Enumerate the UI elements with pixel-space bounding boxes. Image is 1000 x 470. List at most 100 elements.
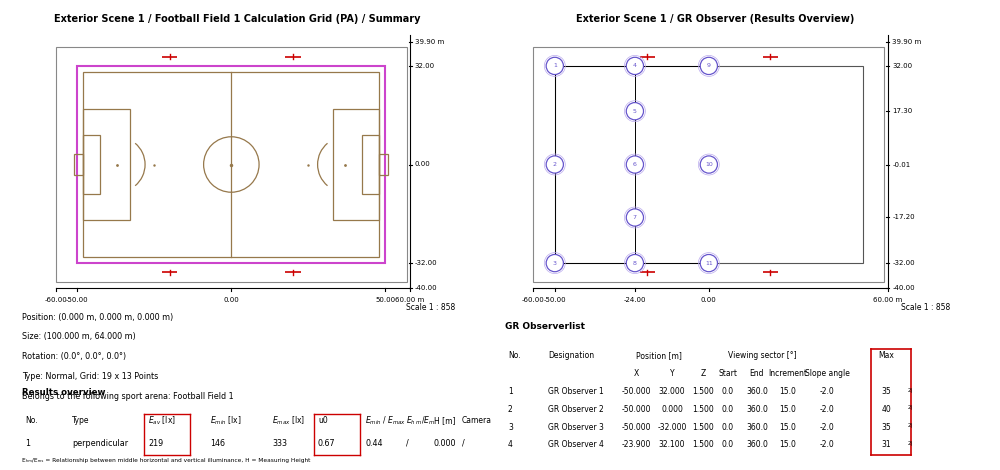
Text: -50.00: -50.00 [543,297,566,303]
Text: 32.100: 32.100 [659,440,685,449]
Text: 6: 6 [633,162,637,167]
Text: $E_{av}$ [lx]: $E_{av}$ [lx] [148,415,176,427]
Circle shape [626,209,644,226]
Text: 146: 146 [210,439,225,448]
Text: 39.90 m: 39.90 m [415,39,444,45]
Text: 2): 2) [908,405,914,410]
Circle shape [546,156,563,173]
Text: 0.000: 0.000 [434,439,456,448]
Text: 2): 2) [908,423,914,428]
Circle shape [700,156,717,173]
Text: 7: 7 [633,215,637,220]
Bar [83,135,100,194]
Text: 1: 1 [25,439,30,448]
Title: Exterior Scene 1 / GR Observer (Results Overview): Exterior Scene 1 / GR Observer (Results … [576,14,854,24]
Text: 1: 1 [508,387,513,396]
Text: 2: 2 [508,405,513,414]
Text: Start: Start [718,369,738,378]
Text: -60.00: -60.00 [522,297,545,303]
Text: No.: No. [25,416,38,425]
Bar [77,66,385,263]
Text: -2.0: -2.0 [820,387,834,396]
Circle shape [546,254,563,272]
Text: Camera: Camera [462,416,492,425]
Text: Type: Normal, Grid: 19 x 13 Points: Type: Normal, Grid: 19 x 13 Points [22,372,158,381]
Bar [362,135,379,194]
Text: GR Observerlist: GR Observerlist [505,322,585,331]
Text: 1: 1 [553,63,557,69]
Circle shape [626,156,644,173]
Text: Eₕₘ/Eₘₛ = Relationship between middle horizontal and vertical illuminance, H = M: Eₕₘ/Eₘₛ = Relationship between middle ho… [22,458,310,463]
Text: 32.00: 32.00 [892,63,912,69]
Text: 2): 2) [908,441,914,446]
Bar [83,109,130,220]
Text: perpendicular: perpendicular [72,439,128,448]
Text: 0.67: 0.67 [318,439,336,448]
Text: End: End [750,369,764,378]
Text: Slope angle: Slope angle [805,369,849,378]
Text: Position: (0.000 m, 0.000 m, 0.000 m): Position: (0.000 m, 0.000 m, 0.000 m) [22,313,173,321]
Text: GR Observer 3: GR Observer 3 [548,423,604,431]
Text: 333: 333 [272,439,287,448]
Text: Increment: Increment [768,369,808,378]
Text: Position [m]: Position [m] [636,351,682,360]
Text: 9: 9 [707,63,711,69]
Text: 0.0: 0.0 [722,405,734,414]
Text: No.: No. [508,351,521,360]
Text: -24.00: -24.00 [624,297,646,303]
Text: -2.0: -2.0 [820,405,834,414]
Text: 15.0: 15.0 [780,387,796,396]
Text: 360.0: 360.0 [746,423,768,431]
Text: /: / [462,439,465,448]
Text: -40.00: -40.00 [892,285,915,291]
Text: 11: 11 [705,260,713,266]
Text: 0.00: 0.00 [223,297,239,303]
Text: 1.500: 1.500 [692,387,714,396]
Title: Exterior Scene 1 / Football Field 1 Calculation Grid (PA) / Summary: Exterior Scene 1 / Football Field 1 Calc… [54,14,421,24]
Text: 15.0: 15.0 [780,440,796,449]
Text: 2): 2) [908,387,914,392]
Text: 15.0: 15.0 [780,405,796,414]
Text: $E_{h\ m}/E_m$: $E_{h\ m}/E_m$ [406,415,436,427]
Text: -0.01: -0.01 [892,162,910,167]
Bar [379,154,388,175]
Text: -60.00: -60.00 [44,297,67,303]
Text: Y: Y [670,369,674,378]
Text: 3: 3 [553,260,557,266]
Text: -32.00: -32.00 [415,260,437,266]
Text: X: X [633,369,639,378]
Text: H [m]: H [m] [434,416,456,425]
Text: 2: 2 [553,162,557,167]
Text: u0: u0 [318,416,328,425]
Text: 60.00 m: 60.00 m [873,297,902,303]
Circle shape [700,254,717,272]
Text: 8: 8 [633,260,637,266]
Bar [74,154,83,175]
Text: 0.0: 0.0 [722,423,734,431]
Text: 32.000: 32.000 [659,387,685,396]
Text: 1.500: 1.500 [692,423,714,431]
Text: GR Observer 2: GR Observer 2 [548,405,604,414]
Text: $E_{min}$ [lx]: $E_{min}$ [lx] [210,415,242,427]
Text: $E_{max}$ [lx]: $E_{max}$ [lx] [272,415,305,427]
Text: Rotation: (0.0°, 0.0°, 0.0°): Rotation: (0.0°, 0.0°, 0.0°) [22,352,126,361]
Text: 17.30: 17.30 [892,108,912,114]
Text: -17.20: -17.20 [892,214,915,220]
Text: -50.00: -50.00 [66,297,89,303]
Text: 10: 10 [705,162,713,167]
Text: -2.0: -2.0 [820,423,834,431]
Text: Results overview: Results overview [22,388,106,397]
Text: Max: Max [878,351,894,360]
Circle shape [626,102,644,120]
Text: Scale 1 : 858: Scale 1 : 858 [406,303,455,312]
Text: Z: Z [700,369,706,378]
Text: Belongs to the following sport arena: Football Field 1: Belongs to the following sport arena: Fo… [22,392,234,400]
Text: -32.000: -32.000 [657,423,687,431]
Text: 50.00: 50.00 [375,297,395,303]
Text: Viewing sector [°]: Viewing sector [°] [728,351,797,360]
Text: 35: 35 [881,423,891,431]
Text: 35: 35 [881,387,891,396]
Text: Type: Type [72,416,90,425]
Text: /: / [406,439,409,448]
Text: -50.000: -50.000 [621,405,651,414]
